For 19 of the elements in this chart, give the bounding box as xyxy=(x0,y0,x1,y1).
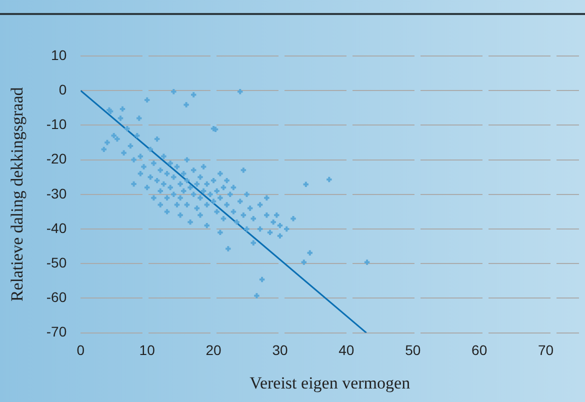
x-axis-title: Vereist eigen vermogen xyxy=(250,373,411,392)
y-tick-label: 0 xyxy=(58,81,67,98)
x-tick-label: 40 xyxy=(338,342,354,358)
y-tick-label: -60 xyxy=(46,289,67,306)
x-tick-label: 70 xyxy=(538,342,554,358)
x-tick-label: 10 xyxy=(139,342,156,358)
x-tick-label: 30 xyxy=(272,342,288,358)
y-tick-label: -30 xyxy=(46,185,67,202)
y-tick-label: -70 xyxy=(46,324,67,340)
y-tick-label: -20 xyxy=(46,150,67,167)
y-tick-label: 10 xyxy=(51,46,67,63)
x-tick-label: 60 xyxy=(472,342,488,358)
y-tick-label: -50 xyxy=(46,254,67,270)
x-tick-label: 20 xyxy=(206,342,222,358)
y-axis-title: Relatieve daling dekkingsgraad xyxy=(8,86,27,302)
x-tick-label: 0 xyxy=(76,342,85,358)
y-tick-label: -40 xyxy=(46,220,67,236)
x-tick-label: 50 xyxy=(405,342,421,358)
y-tick-label: -10 xyxy=(46,116,67,132)
